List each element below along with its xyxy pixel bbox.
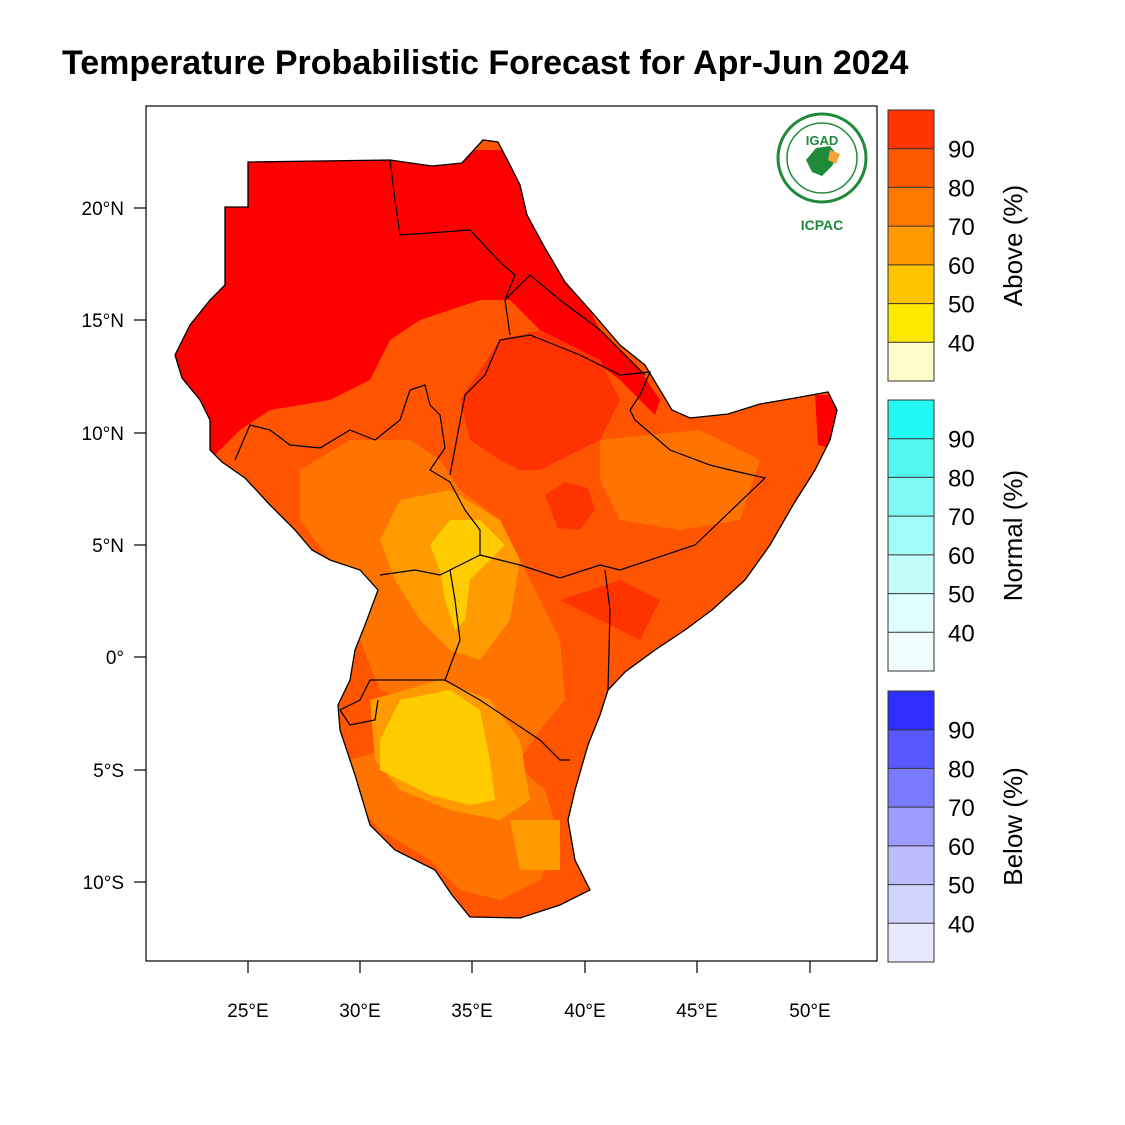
border-line bbox=[504, 274, 646, 376]
colorbar-swatch bbox=[888, 400, 934, 439]
colorbar-swatch bbox=[888, 148, 934, 188]
colorbar-swatch bbox=[888, 593, 934, 633]
colorbar-level-label: 60 bbox=[948, 543, 975, 570]
colorbar-level-label: 40 bbox=[948, 911, 975, 938]
zone-lowest bbox=[380, 520, 505, 805]
lon-tick-label: 30°E bbox=[339, 1001, 380, 1022]
colorbar: 40 50 60 70 80 90 Normal (%) bbox=[887, 399, 1028, 672]
lon-tick-label: 40°E bbox=[564, 1001, 605, 1022]
country-borders bbox=[234, 159, 767, 761]
colorbar-level-label: 80 bbox=[948, 756, 975, 783]
colorbars: 40 50 60 70 80 90 Above (%) 40 50 60 70 80 90 Normal … bbox=[887, 109, 1028, 963]
lon-tick-label: 50°E bbox=[789, 1001, 830, 1022]
colorbar-title: Below (%) bbox=[998, 767, 1028, 885]
lat-tick-label: 15°N bbox=[82, 311, 124, 332]
colorbar-swatch bbox=[888, 923, 934, 962]
colorbar-swatch bbox=[888, 477, 934, 517]
colorbar-level-label: 40 bbox=[948, 620, 975, 647]
colorbar-swatch bbox=[888, 303, 934, 343]
lat-tick-label: 10°S bbox=[83, 873, 124, 894]
colorbar-level-label: 70 bbox=[948, 504, 975, 531]
logo-top-text: IGAD bbox=[806, 133, 839, 148]
colorbar-level-label: 50 bbox=[948, 582, 975, 609]
longitude-axis: 25°E 30°E 35°E 40°E 45°E 50°E bbox=[227, 961, 831, 1022]
colorbar-swatch bbox=[888, 691, 934, 730]
border-line bbox=[479, 409, 767, 579]
lat-tick-label: 0° bbox=[106, 648, 124, 669]
border-line bbox=[444, 679, 570, 761]
colorbar-level-label: 70 bbox=[948, 214, 975, 241]
colorbar-level-label: 80 bbox=[948, 175, 975, 202]
colorbar-swatch bbox=[888, 264, 934, 304]
colorbar-level-label: 60 bbox=[948, 253, 975, 280]
probability-zones bbox=[175, 150, 837, 900]
colorbar-level-label: 40 bbox=[948, 330, 975, 357]
colorbar-level-label: 60 bbox=[948, 834, 975, 861]
border-line bbox=[604, 569, 611, 691]
colorbar: 40 50 60 70 80 90 Above (%) bbox=[887, 109, 1028, 382]
colorbar-swatch bbox=[888, 342, 934, 381]
border-line bbox=[389, 159, 516, 336]
lat-tick-label: 10°N bbox=[82, 424, 124, 445]
lon-tick-label: 25°E bbox=[227, 1001, 268, 1022]
colorbar-swatch bbox=[888, 845, 934, 885]
lon-tick-label: 35°E bbox=[451, 1001, 492, 1022]
zone-very-high bbox=[175, 150, 837, 460]
colorbar-level-label: 70 bbox=[948, 795, 975, 822]
zone-ethiopia-core bbox=[545, 482, 595, 530]
forecast-map bbox=[174, 139, 838, 919]
page-title: Temperature Probabilistic Forecast for A… bbox=[62, 44, 909, 82]
border-line bbox=[449, 334, 651, 476]
colorbar-swatch bbox=[888, 187, 934, 227]
colorbar-swatch bbox=[888, 768, 934, 808]
colorbar-title: Above (%) bbox=[998, 185, 1028, 306]
colorbar-level-label: 90 bbox=[948, 427, 975, 454]
colorbar-swatch bbox=[888, 632, 934, 671]
border-line bbox=[234, 384, 481, 576]
colorbar-level-label: 90 bbox=[948, 718, 975, 745]
colorbar-swatch bbox=[888, 807, 934, 846]
border-line bbox=[370, 569, 461, 681]
coastline bbox=[174, 139, 838, 919]
colorbar-level-label: 50 bbox=[948, 292, 975, 319]
colorbar-swatch bbox=[888, 226, 934, 265]
igad-icpac-logo: IGAD ICPAC bbox=[776, 112, 868, 233]
colorbar-level-label: 90 bbox=[948, 137, 975, 164]
colorbar-swatch bbox=[888, 516, 934, 555]
colorbar-title: Normal (%) bbox=[998, 470, 1028, 601]
latitude-axis: 20°N 15°N 10°N 5°N 0° 5°S 10°S bbox=[82, 199, 146, 894]
lon-tick-label: 45°E bbox=[676, 1001, 717, 1022]
colorbar-swatch bbox=[888, 554, 934, 594]
colorbar-swatch bbox=[888, 438, 934, 478]
colorbar-level-label: 80 bbox=[948, 465, 975, 492]
zone-high bbox=[460, 330, 660, 640]
logo-bottom-text: ICPAC bbox=[801, 217, 844, 233]
colorbar-swatch bbox=[888, 884, 934, 924]
lat-tick-label: 5°S bbox=[93, 761, 124, 782]
colorbar-swatch bbox=[888, 110, 934, 149]
lat-tick-label: 20°N bbox=[82, 199, 124, 220]
colorbar-level-label: 50 bbox=[948, 873, 975, 900]
colorbar-swatch bbox=[888, 729, 934, 769]
colorbar: 40 50 60 70 80 90 Below (%) bbox=[887, 690, 1028, 963]
lat-tick-label: 5°N bbox=[92, 536, 124, 557]
border-line bbox=[339, 679, 379, 726]
